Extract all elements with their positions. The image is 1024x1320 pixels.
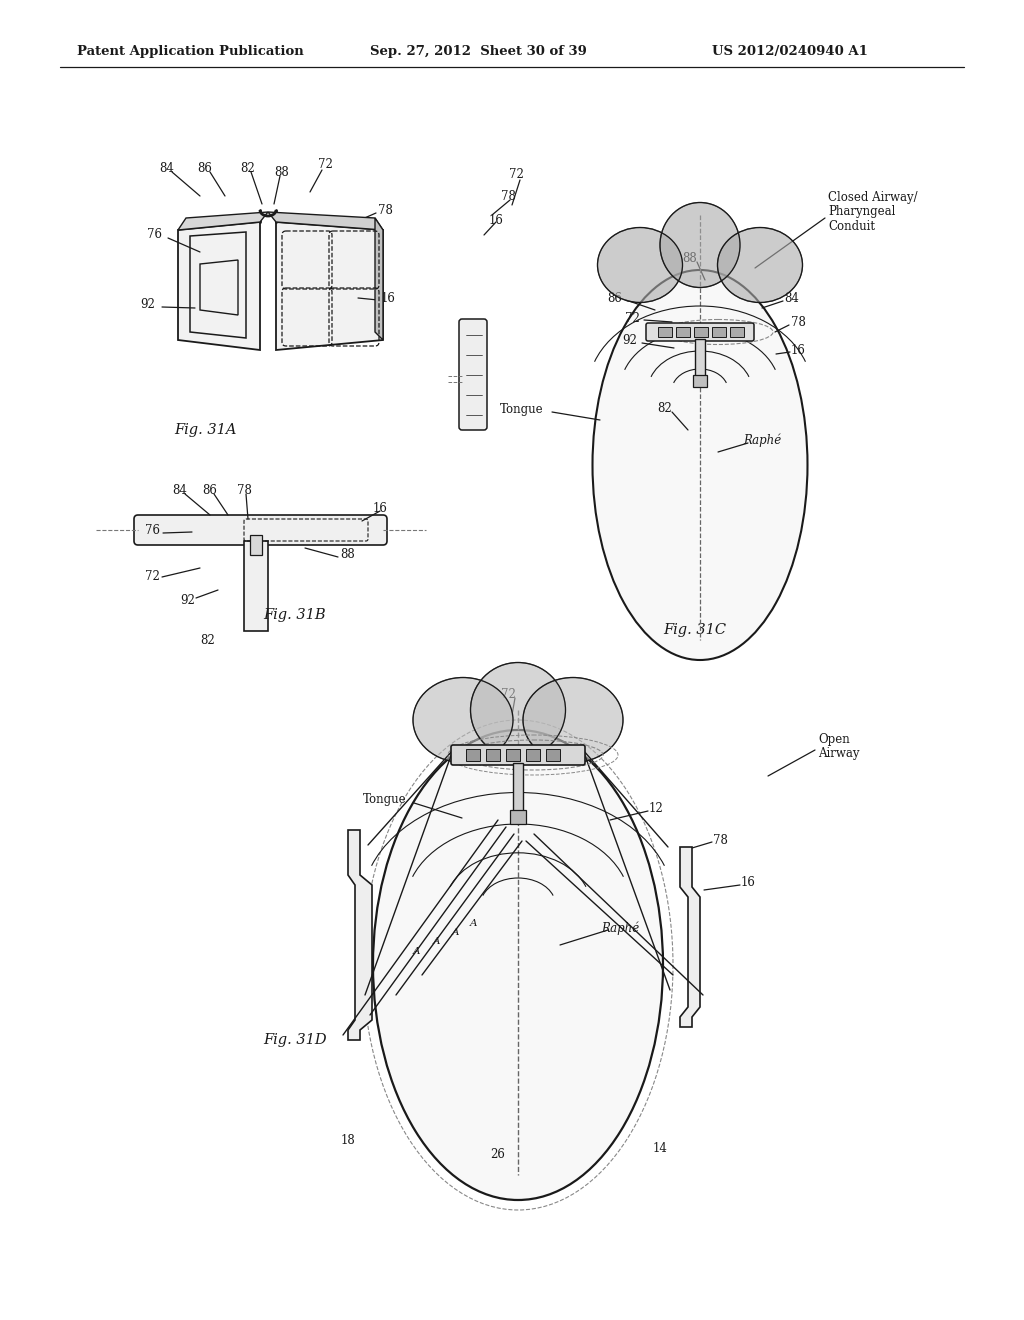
FancyBboxPatch shape: [451, 744, 585, 766]
Text: 16: 16: [381, 292, 395, 305]
Text: 72: 72: [144, 570, 160, 583]
Text: Airway: Airway: [818, 747, 859, 760]
Bar: [695, 339, 705, 378]
Bar: [244, 541, 268, 631]
Text: Tongue: Tongue: [500, 404, 544, 417]
FancyBboxPatch shape: [646, 323, 754, 341]
Bar: [466, 748, 480, 762]
Text: 72: 72: [509, 169, 523, 181]
Polygon shape: [348, 830, 372, 1040]
FancyBboxPatch shape: [134, 515, 387, 545]
Ellipse shape: [660, 202, 740, 288]
Polygon shape: [680, 847, 700, 1027]
Text: 84: 84: [173, 483, 187, 496]
Text: Fig. 31D: Fig. 31D: [263, 1034, 327, 1047]
Ellipse shape: [597, 227, 683, 302]
Text: A: A: [433, 937, 440, 946]
Text: 78: 78: [713, 833, 727, 846]
Bar: [658, 327, 672, 337]
Text: 78: 78: [237, 483, 252, 496]
Polygon shape: [268, 213, 383, 230]
Text: US 2012/0240940 A1: US 2012/0240940 A1: [712, 45, 868, 58]
Ellipse shape: [413, 677, 513, 763]
Text: 78: 78: [501, 190, 515, 202]
Bar: [486, 748, 500, 762]
Polygon shape: [178, 213, 268, 230]
Text: Conduit: Conduit: [828, 219, 874, 232]
Text: 18: 18: [341, 1134, 355, 1147]
Text: 14: 14: [652, 1142, 668, 1155]
Polygon shape: [276, 222, 383, 350]
Text: 82: 82: [241, 161, 255, 174]
Bar: [526, 748, 540, 762]
Bar: [712, 327, 726, 337]
Text: 92: 92: [140, 298, 156, 312]
Bar: [250, 535, 262, 554]
Text: 16: 16: [740, 875, 756, 888]
Text: 84: 84: [784, 292, 800, 305]
Bar: [513, 763, 523, 813]
Text: Fig. 31B: Fig. 31B: [264, 609, 327, 622]
Text: A: A: [414, 946, 421, 956]
Text: 92: 92: [623, 334, 637, 346]
Text: 72: 72: [317, 158, 333, 172]
Text: Tongue: Tongue: [364, 793, 407, 807]
Text: A: A: [470, 919, 478, 928]
Text: 76: 76: [147, 228, 163, 242]
Ellipse shape: [373, 730, 663, 1200]
Text: Closed Airway/: Closed Airway/: [828, 191, 918, 205]
Bar: [546, 748, 560, 762]
Bar: [506, 748, 520, 762]
Text: 78: 78: [791, 315, 806, 329]
Text: 92: 92: [180, 594, 196, 606]
FancyBboxPatch shape: [459, 319, 487, 430]
Text: Raphé: Raphé: [601, 921, 639, 935]
Bar: [510, 810, 526, 824]
Ellipse shape: [718, 227, 803, 302]
Bar: [730, 327, 744, 337]
Text: 86: 86: [203, 483, 217, 496]
Bar: [694, 327, 708, 337]
Ellipse shape: [470, 663, 565, 758]
Text: Open: Open: [818, 734, 850, 747]
Text: Pharyngeal: Pharyngeal: [828, 206, 895, 219]
Text: Fig. 31C: Fig. 31C: [664, 623, 727, 638]
Text: Raphé: Raphé: [742, 433, 781, 446]
Text: 88: 88: [683, 252, 697, 264]
Text: 84: 84: [160, 161, 174, 174]
Text: 88: 88: [341, 549, 355, 561]
Text: 12: 12: [648, 801, 664, 814]
Text: 82: 82: [201, 634, 215, 647]
Bar: [693, 375, 707, 387]
Ellipse shape: [523, 677, 623, 763]
Text: 86: 86: [198, 161, 212, 174]
Polygon shape: [178, 222, 260, 350]
Text: Fig. 31A: Fig. 31A: [174, 422, 237, 437]
Text: 16: 16: [373, 502, 388, 515]
Text: 16: 16: [489, 214, 504, 227]
Polygon shape: [375, 218, 383, 341]
Text: Patent Application Publication: Patent Application Publication: [77, 45, 303, 58]
Text: 78: 78: [378, 203, 392, 216]
Text: Sep. 27, 2012  Sheet 30 of 39: Sep. 27, 2012 Sheet 30 of 39: [370, 45, 587, 58]
Text: 72: 72: [625, 312, 639, 325]
Text: 26: 26: [490, 1148, 506, 1162]
Ellipse shape: [593, 271, 808, 660]
Text: 72: 72: [501, 689, 515, 701]
Bar: [676, 327, 690, 337]
Text: 86: 86: [607, 292, 623, 305]
Text: A: A: [452, 928, 459, 937]
Text: 82: 82: [657, 401, 673, 414]
Text: 16: 16: [791, 343, 806, 356]
Text: 76: 76: [144, 524, 160, 536]
Text: 88: 88: [274, 165, 290, 178]
